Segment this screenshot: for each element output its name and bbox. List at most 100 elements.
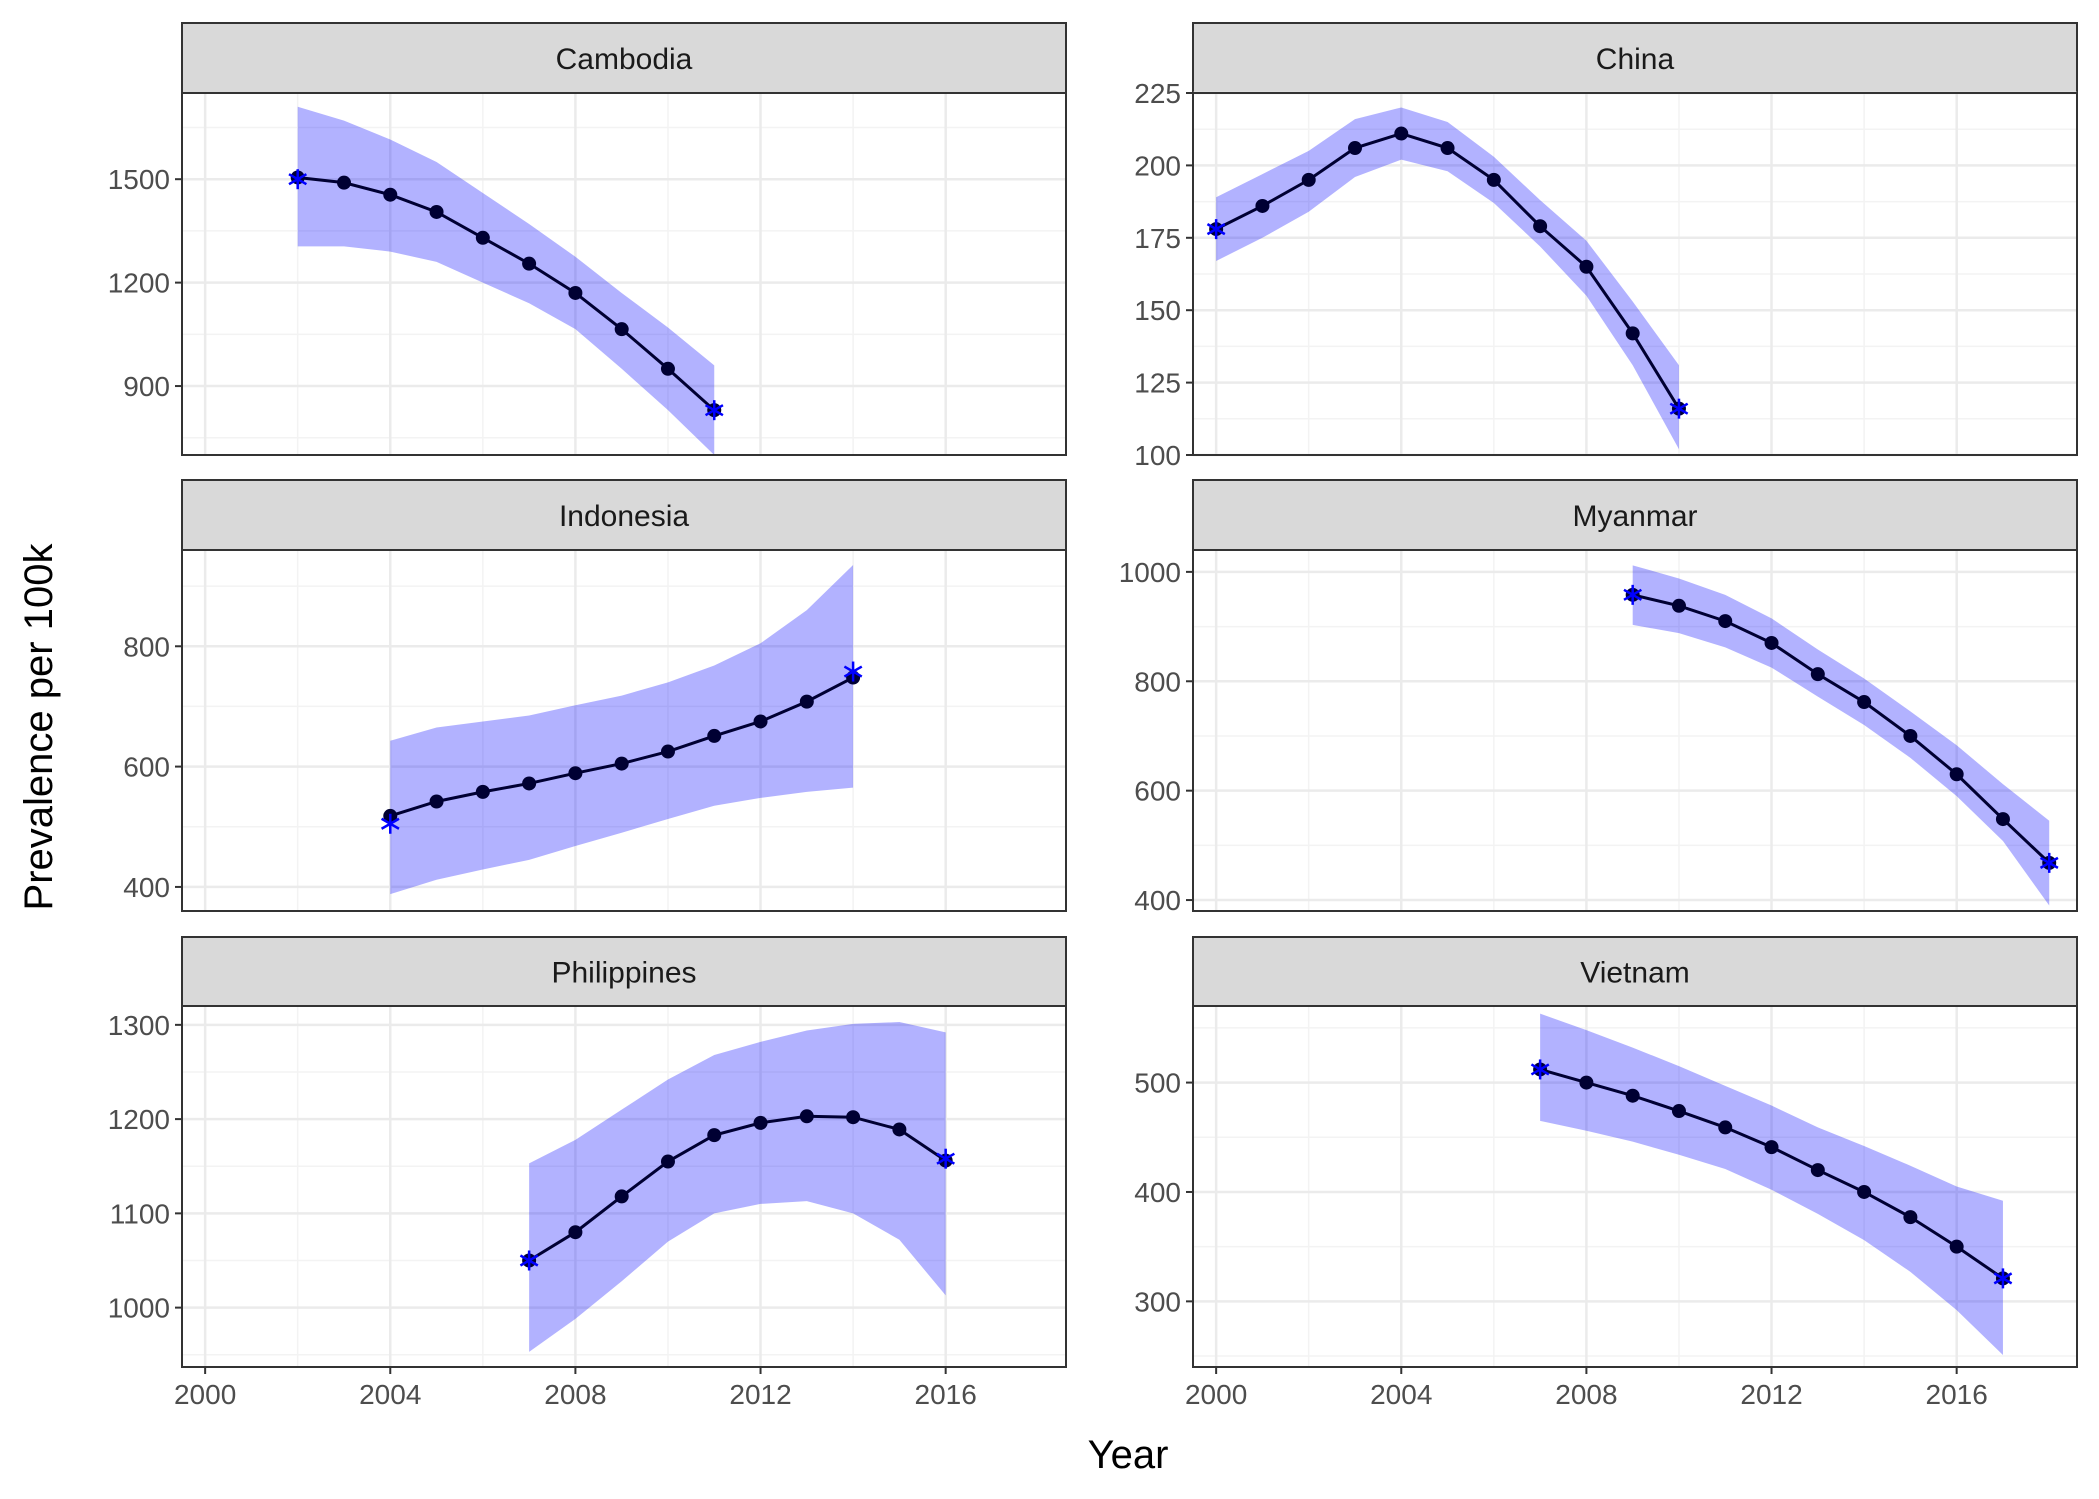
y-tick-label: 900: [123, 371, 170, 402]
confidence-ribbon: [1216, 107, 1679, 450]
panel-china: China 100 125 150 175 200 225: [1134, 22, 2078, 471]
y-tick-label: 125: [1134, 368, 1181, 399]
estimate-point: [707, 728, 722, 743]
observed-star-stroke: [288, 173, 308, 186]
estimate-point: [1347, 141, 1362, 156]
y-tick-label: 1100: [110, 1198, 170, 1229]
estimate-point: [1857, 1184, 1872, 1199]
panel-background: [1193, 550, 2077, 911]
estimate-point: [336, 175, 351, 190]
panel-background: [182, 93, 1066, 455]
estimate-point: [753, 1115, 768, 1130]
x-tick-label: 2016: [1926, 1379, 1988, 1410]
confidence-ribbon: [1540, 1013, 2003, 1355]
y-tick-label: 400: [1134, 1177, 1181, 1208]
confidence-ribbon: [390, 565, 854, 895]
estimate-point: [1301, 172, 1316, 187]
estimate-point: [1995, 812, 2010, 827]
x-tick-label: 2016: [915, 1379, 977, 1410]
observed-star: [936, 1148, 955, 1169]
confidence-ribbon: [1632, 565, 2050, 906]
estimate-point: [1903, 728, 1918, 743]
x-axis-title: Year: [1088, 1433, 1169, 1477]
observed-star: [1993, 1268, 2013, 1289]
confidence-ribbon: [297, 106, 715, 456]
observed-star-stroke: [380, 817, 400, 830]
panel-background: [1193, 1006, 2077, 1367]
estimate-point: [1764, 635, 1779, 650]
estimate-point: [1579, 1075, 1594, 1090]
estimate-point: [1394, 126, 1409, 141]
estimate-point: [846, 1110, 861, 1125]
estimate-point: [1718, 614, 1733, 629]
estimate-point: [522, 776, 537, 791]
panel-myanmar: Myanmar 400 600 800 1000: [1119, 479, 2078, 916]
x-tick-label: 2012: [729, 1379, 791, 1410]
observed-star-stroke: [1623, 588, 1643, 601]
observed-star-stroke: [704, 404, 724, 417]
panel-indonesia: Indonesia 400 600 800: [123, 479, 1067, 912]
observed-star: [288, 169, 308, 190]
estimate-point: [383, 187, 398, 202]
y-tick-label: 1200: [108, 1104, 170, 1135]
observed-star: [1669, 398, 1689, 419]
estimate-point: [1533, 219, 1548, 234]
panel-philippines: Philippines 1000 1100 1200 1300 2000 2004 2008 2…: [108, 936, 1067, 1410]
estimate-point: [429, 794, 444, 809]
estimate-point: [1625, 1088, 1640, 1103]
facet-strip-label: Cambodia: [556, 43, 693, 76]
observed-star-stroke: [843, 665, 863, 678]
facet-strip: [1192, 936, 2078, 1007]
estimate-point: [614, 1189, 629, 1204]
estimate-point: [660, 361, 675, 376]
estimate-line: [528, 1114, 947, 1262]
estimate-point: [1857, 695, 1872, 710]
estimate-point: [475, 230, 490, 245]
panel-border: [181, 1005, 1067, 1368]
facet-strip-label: Myanmar: [1572, 500, 1697, 533]
observed-star: [380, 813, 400, 834]
y-tick-label: 800: [123, 631, 170, 662]
x-tick-label: 2000: [174, 1379, 236, 1410]
observed-star: [2039, 852, 2059, 873]
panel-border: [181, 549, 1067, 912]
x-tick-label: 2012: [1740, 1379, 1802, 1410]
y-tick-label: 800: [1134, 666, 1181, 697]
observed-star-stroke: [519, 1254, 539, 1267]
y-tick-label: 200: [1134, 150, 1181, 181]
facet-strip-label: China: [1596, 43, 1675, 76]
panels-layer: Cambodia 900 1200 1500 China 100 125 150 175 200 2…: [108, 22, 2078, 1410]
observed-star-stroke: [936, 1152, 955, 1165]
estimate-point: [1949, 1239, 1964, 1254]
estimate-point: [1903, 1210, 1918, 1225]
y-axis-title: Prevalence per 100k: [17, 543, 61, 911]
observed-star: [704, 400, 724, 421]
estimate-point: [1671, 598, 1686, 613]
facet-strip: [181, 22, 1067, 94]
x-tick-label: 2000: [1185, 1379, 1247, 1410]
estimate-point: [568, 1225, 583, 1240]
panel-border: [1192, 549, 2078, 912]
estimate-point: [1440, 141, 1455, 156]
facet-strip-label: Vietnam: [1580, 957, 1690, 990]
estimate-point: [1718, 1120, 1733, 1135]
y-tick-label: 150: [1134, 295, 1181, 326]
estimate-point: [1949, 767, 1964, 782]
estimate-point: [660, 1154, 675, 1169]
facet-strip: [1192, 479, 2078, 551]
estimate-point: [1625, 326, 1640, 341]
observed-star: [1530, 1059, 1550, 1080]
estimate-point: [707, 1128, 722, 1143]
y-tick-label: 600: [1134, 776, 1181, 807]
facet-strip: [181, 936, 1067, 1007]
estimate-point: [475, 784, 490, 799]
panel-border: [181, 92, 1067, 456]
observed-star: [843, 661, 863, 682]
observed-star-stroke: [1669, 402, 1689, 415]
y-tick-label: 1200: [108, 268, 170, 299]
x-tick-label: 2004: [1370, 1379, 1432, 1410]
observed-star: [1206, 219, 1226, 240]
estimate-point: [1764, 1140, 1779, 1155]
y-tick-label: 1000: [108, 1293, 170, 1324]
observed-star-stroke: [2039, 856, 2059, 869]
